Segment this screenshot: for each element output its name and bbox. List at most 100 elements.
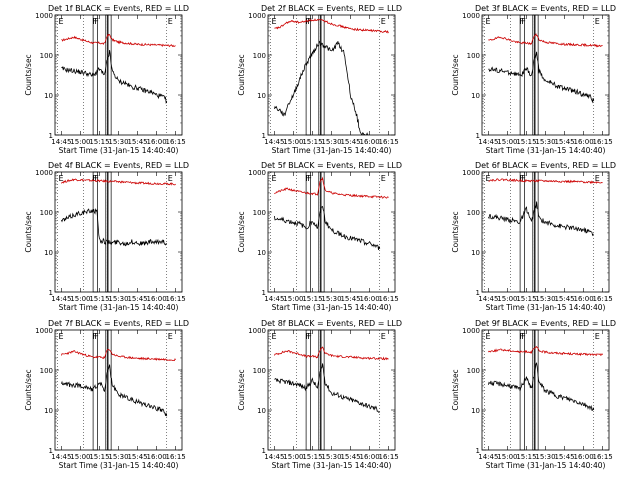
panel-title: Det 3f BLACK = Events, RED = LLD [475, 4, 616, 13]
y-tick-label: 1000 [35, 327, 53, 335]
f-marker-label: F [94, 174, 99, 183]
panel: Det 1f BLACK = Events, RED = LLD 1 10 100 10… [24, 4, 189, 155]
y-tick-label: 1 [49, 132, 53, 140]
x-tick-label: 16:00 [360, 295, 380, 303]
time-interval-box [320, 14, 325, 136]
time-interval-box [107, 14, 112, 136]
x-tick-label: 16:00 [147, 295, 167, 303]
x-tick-label: 16:15 [166, 295, 186, 303]
y-axis-label: Counts/sec [24, 54, 33, 95]
lld-series-line [274, 346, 389, 361]
y-axis-label: Counts/sec [237, 54, 246, 95]
x-tick-label: 15:00 [283, 138, 303, 146]
time-interval-box [305, 171, 311, 293]
events-series-line [274, 363, 380, 413]
plot-frame [54, 171, 183, 293]
f-marker-label: F [521, 17, 526, 26]
y-tick-label: 100 [40, 209, 53, 217]
y-tick-label: 10 [44, 92, 53, 100]
x-tick-label: 15:30 [108, 138, 128, 146]
lld-series-line [61, 348, 176, 362]
y-tick-label: 100 [253, 52, 266, 60]
x-tick-label: 15:00 [497, 453, 517, 461]
panel: Det 2f BLACK = Events, RED = LLD 1 10 100 10… [237, 4, 402, 155]
time-interval-box [320, 329, 325, 451]
time-interval-box [107, 329, 112, 451]
x-tick-label: 15:45 [127, 138, 147, 146]
x-axis-label: Start Time (31-Jan-15 14:40:40) [272, 146, 392, 155]
x-tick-label: 15:45 [554, 138, 574, 146]
y-tick-label: 1000 [248, 169, 266, 177]
time-interval-box [305, 329, 311, 451]
time-interval-box [92, 329, 98, 451]
time-interval-box [532, 14, 535, 136]
y-tick-label: 10 [257, 249, 266, 257]
f-marker-label: F [92, 174, 97, 183]
e-marker-label: E [59, 332, 64, 341]
y-tick-label: 1 [49, 447, 53, 455]
x-tick-label: 15:30 [321, 138, 341, 146]
x-tick-label: 15:00 [283, 295, 303, 303]
time-interval-box [318, 171, 321, 293]
y-tick-label: 1 [476, 132, 480, 140]
panel: Det 5f BLACK = Events, RED = LLD 1 10 100 10… [237, 161, 402, 312]
panel: Det 8f BLACK = Events, RED = LLD 1 10 100 10… [237, 319, 402, 470]
e-marker-label: E [595, 17, 600, 26]
plot-frame [54, 329, 183, 451]
f-marker-label: F [94, 332, 99, 341]
x-tick-label: 15:45 [554, 453, 574, 461]
x-tick-label: 15:45 [554, 295, 574, 303]
x-tick-label: 15:45 [127, 453, 147, 461]
x-tick-label: 15:15 [302, 453, 322, 461]
x-tick-label: 14:45 [264, 295, 284, 303]
time-interval-box [532, 171, 535, 293]
panel: Det 6f BLACK = Events, RED = LLD 1 10 100 10… [451, 161, 616, 312]
events-series-line [488, 51, 595, 104]
x-axis-label: Start Time (31-Jan-15 14:40:40) [486, 303, 606, 312]
y-tick-label: 1000 [462, 327, 480, 335]
f-marker-label: F [519, 332, 524, 341]
x-tick-label: 16:00 [574, 138, 594, 146]
y-axis-label: Counts/sec [24, 369, 33, 410]
panel-title: Det 2f BLACK = Events, RED = LLD [261, 4, 402, 13]
y-tick-label: 10 [44, 249, 53, 257]
x-tick-label: 15:00 [70, 453, 90, 461]
f-marker-label: F [92, 332, 97, 341]
e-marker-label: E [595, 332, 600, 341]
events-series-line [488, 362, 595, 411]
y-tick-label: 100 [40, 367, 53, 375]
x-tick-label: 15:15 [516, 295, 536, 303]
y-tick-label: 1000 [248, 12, 266, 20]
y-tick-label: 1 [262, 132, 266, 140]
x-tick-label: 15:30 [321, 295, 341, 303]
f-marker-label: F [519, 17, 524, 26]
x-tick-label: 15:00 [497, 295, 517, 303]
x-tick-label: 16:15 [593, 138, 613, 146]
lld-series-line [274, 18, 389, 34]
y-axis-label: Counts/sec [237, 211, 246, 252]
x-tick-label: 15:15 [302, 295, 322, 303]
panel-title: Det 5f BLACK = Events, RED = LLD [261, 161, 402, 170]
y-tick-label: 1 [476, 447, 480, 455]
y-axis-label: Counts/sec [451, 369, 460, 410]
f-marker-label: F [521, 174, 526, 183]
x-axis-label: Start Time (31-Jan-15 14:40:40) [486, 461, 606, 470]
events-series-line [61, 207, 167, 247]
time-interval-box [105, 171, 108, 293]
e-marker-label: E [486, 332, 491, 341]
x-tick-label: 15:45 [340, 295, 360, 303]
e-marker-label: E [168, 174, 173, 183]
x-tick-label: 16:15 [379, 138, 399, 146]
e-marker-label: E [486, 174, 491, 183]
x-tick-label: 15:45 [127, 295, 147, 303]
x-tick-label: 15:30 [108, 453, 128, 461]
y-tick-label: 100 [467, 52, 480, 60]
y-tick-label: 10 [471, 407, 480, 415]
y-tick-label: 1000 [248, 327, 266, 335]
events-series-line [61, 364, 168, 417]
panel-title: Det 8f BLACK = Events, RED = LLD [261, 319, 402, 328]
y-tick-label: 10 [257, 407, 266, 415]
events-series-line [274, 205, 381, 250]
y-axis-label: Counts/sec [237, 369, 246, 410]
